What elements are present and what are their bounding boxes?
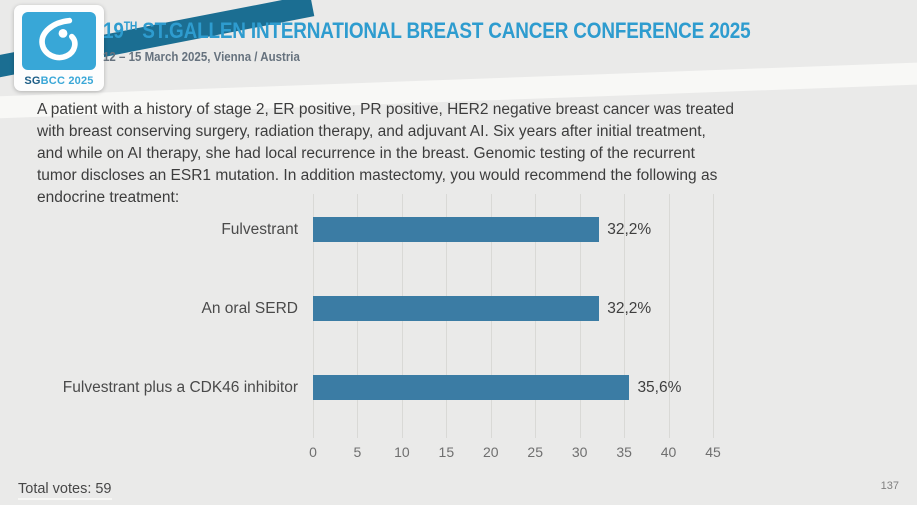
question-line: A patient with a history of stage 2, ER … — [37, 101, 734, 118]
breast-droplet-icon — [30, 15, 88, 68]
category-label: Fulvestrant plus a CDK46 inhibitor — [62, 378, 298, 396]
page-number: 137 — [880, 480, 899, 492]
logo-wordmark: SGBCC 2025 — [14, 75, 104, 87]
bar — [313, 217, 600, 242]
value-label: 32,2% — [607, 299, 652, 317]
x-tick-label: 30 — [571, 444, 588, 460]
question-line: and while on AI therapy, she had local r… — [37, 145, 695, 162]
header-title-block: 19TH ST.GALLEN INTERNATIONAL BREAST CANC… — [103, 18, 856, 64]
title-number: 19 — [103, 18, 124, 43]
logo-blue-square — [22, 12, 96, 70]
category-label: An oral SERD — [201, 299, 298, 317]
sgbcc-logo: SGBCC 2025 — [14, 5, 104, 91]
poll-question: A patient with a history of stage 2, ER … — [37, 99, 897, 209]
title-text: ST.GALLEN INTERNATIONAL BREAST CANCER CO… — [137, 18, 751, 43]
x-axis: 0 5 10 15 20 25 30 35 40 45 — [309, 444, 721, 464]
value-label: 35,6% — [637, 378, 682, 396]
question-line: tumor discloses an ESR1 mutation. In add… — [37, 167, 718, 184]
x-tick-label: 20 — [482, 444, 499, 460]
x-tick-label: 10 — [394, 444, 410, 460]
x-tick-label: 45 — [705, 444, 721, 460]
bar — [313, 296, 600, 321]
value-label: 32,2% — [607, 220, 652, 238]
bar — [313, 375, 630, 400]
x-tick-label: 40 — [660, 444, 677, 460]
x-tick-label: 25 — [527, 444, 544, 460]
question-line: with breast conserving surgery, radiatio… — [37, 123, 706, 140]
question-line: endocrine treatment: — [37, 189, 180, 206]
chart-row: Fulvestrant 32,2% — [18, 190, 908, 269]
x-tick-label: 0 — [309, 444, 317, 460]
title-ordinal: TH — [123, 19, 138, 33]
category-label: Fulvestrant — [221, 220, 298, 238]
x-tick-label: 15 — [438, 444, 455, 460]
total-votes-label: Total votes: 59 — [18, 481, 112, 500]
gridline — [668, 194, 670, 438]
poll-bar-chart: Fulvestrant 32,2% An oral SERD 32,2% Fulvest… — [18, 190, 908, 460]
chart-rows: Fulvestrant 32,2% An oral SERD 32,2% Fulvest… — [18, 190, 908, 427]
chart-row: Fulvestrant plus a CDK46 inhibitor 35,6% — [18, 348, 908, 427]
logo-sg-text: SG — [24, 75, 41, 87]
gridline — [713, 194, 714, 438]
x-tick-label: 5 — [353, 444, 362, 460]
chart-row: An oral SERD 32,2% — [18, 269, 908, 348]
x-tick-label: 35 — [616, 444, 632, 460]
gridline — [624, 194, 626, 438]
logo-rest-text: BCC 2025 — [40, 75, 94, 87]
conference-title: 19TH ST.GALLEN INTERNATIONAL BREAST CANC… — [103, 18, 751, 44]
conference-dates: 12 – 15 March 2025, Vienna / Austria — [103, 50, 300, 64]
